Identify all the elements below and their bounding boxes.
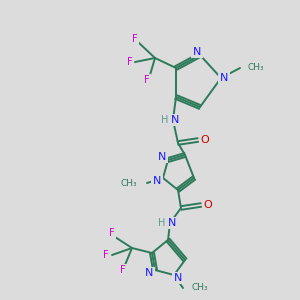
Text: O: O [204, 200, 212, 210]
Text: N: N [153, 176, 161, 186]
Text: CH₃: CH₃ [248, 64, 265, 73]
Text: CH₃: CH₃ [120, 178, 137, 188]
Text: N: N [145, 268, 153, 278]
Text: F: F [103, 250, 109, 260]
Text: N: N [168, 218, 176, 228]
Text: CH₃: CH₃ [191, 284, 208, 292]
Text: N: N [220, 73, 228, 83]
Text: N: N [158, 152, 166, 162]
Text: H: H [161, 115, 169, 125]
Text: H: H [158, 218, 166, 228]
Text: N: N [171, 115, 179, 125]
Text: F: F [127, 57, 133, 67]
Text: N: N [193, 47, 201, 57]
Text: F: F [120, 265, 126, 275]
Text: F: F [132, 34, 138, 44]
Text: F: F [109, 228, 115, 238]
Text: F: F [144, 75, 150, 85]
Text: O: O [201, 135, 209, 145]
Text: N: N [174, 273, 182, 283]
